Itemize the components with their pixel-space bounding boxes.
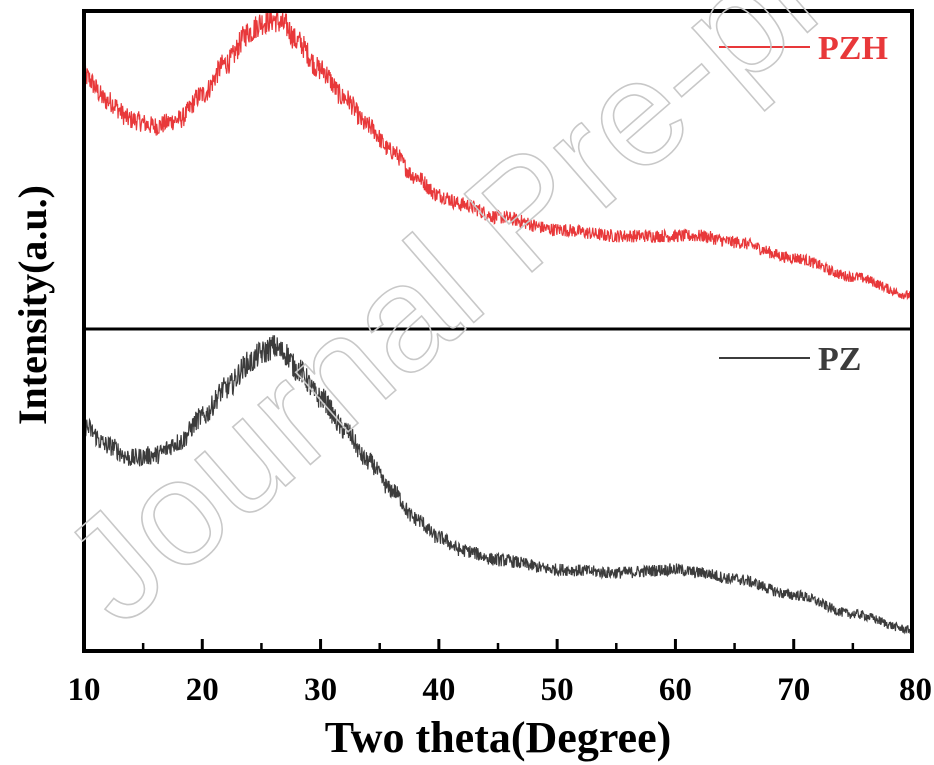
y-axis-title: Intensity(a.u.) (10, 185, 55, 425)
legend-label-pzh: PZH (818, 30, 888, 67)
x-axis-ticks (82, 639, 914, 649)
x-tick-label: 80 (899, 672, 932, 708)
series-curves (83, 12, 913, 635)
legend-top: PZH (719, 30, 888, 67)
x-tick-label: 70 (777, 672, 810, 708)
x-axis-title: Two theta(Degree) (325, 713, 672, 762)
plot-frame (82, 9, 914, 653)
x-tick-label: 30 (304, 672, 337, 708)
x-tick-label: 20 (186, 672, 219, 708)
legend-bottom: PZ (719, 341, 861, 378)
legend-label-pz: PZ (818, 341, 861, 378)
watermark-text: Journal Pre-proof (31, 0, 934, 654)
series-line-pz (83, 335, 913, 635)
series-line-pzh (83, 12, 913, 301)
x-tick-label: 60 (659, 672, 692, 708)
x-tick-label: 40 (422, 672, 455, 708)
x-tick-label: 50 (541, 672, 574, 708)
x-axis-tick-labels: 10 20 30 40 50 60 70 80 (68, 672, 933, 708)
x-tick-label: 10 (68, 672, 101, 708)
